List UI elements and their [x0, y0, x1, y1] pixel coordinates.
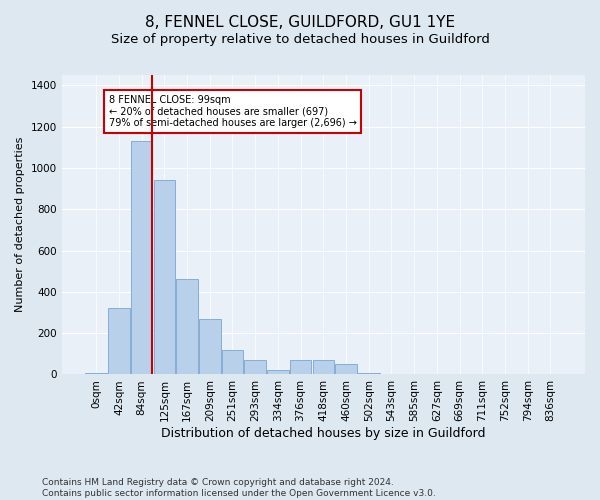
Bar — [222, 350, 243, 374]
Bar — [176, 280, 198, 374]
Bar — [108, 308, 130, 374]
Bar — [267, 370, 289, 374]
Y-axis label: Number of detached properties: Number of detached properties — [15, 137, 25, 312]
Text: Size of property relative to detached houses in Guildford: Size of property relative to detached ho… — [110, 32, 490, 46]
Bar — [131, 141, 152, 374]
Bar — [290, 360, 311, 374]
Text: 8 FENNEL CLOSE: 99sqm
← 20% of detached houses are smaller (697)
79% of semi-det: 8 FENNEL CLOSE: 99sqm ← 20% of detached … — [109, 94, 356, 128]
X-axis label: Distribution of detached houses by size in Guildford: Distribution of detached houses by size … — [161, 427, 485, 440]
Bar — [313, 360, 334, 374]
Bar — [154, 180, 175, 374]
Bar — [244, 360, 266, 374]
Text: Contains HM Land Registry data © Crown copyright and database right 2024.
Contai: Contains HM Land Registry data © Crown c… — [42, 478, 436, 498]
Bar — [335, 364, 357, 374]
Bar — [358, 373, 380, 374]
Text: 8, FENNEL CLOSE, GUILDFORD, GU1 1YE: 8, FENNEL CLOSE, GUILDFORD, GU1 1YE — [145, 15, 455, 30]
Bar — [199, 318, 221, 374]
